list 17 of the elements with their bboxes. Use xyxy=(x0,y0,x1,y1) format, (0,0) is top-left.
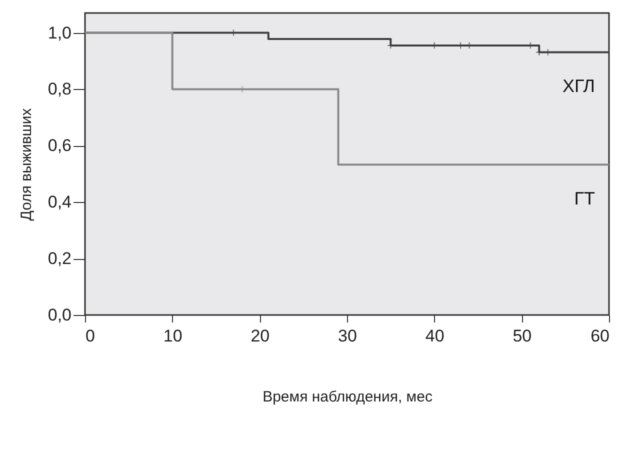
y-tick-label: 1,0 xyxy=(48,23,72,42)
y-tick-label: 0,0 xyxy=(48,306,72,324)
x-tick-label: 20 xyxy=(250,326,270,346)
x-tick-label: 60 xyxy=(590,326,610,346)
y-tick-label: 0,8 xyxy=(48,80,72,99)
x-tick-label: 30 xyxy=(338,326,357,346)
y-axis-title: Доля выживших xyxy=(18,108,35,221)
series-label: ХГЛ xyxy=(562,76,595,96)
x-tick-label: 40 xyxy=(425,326,444,346)
x-tick-label: 0 xyxy=(86,326,95,346)
x-tick-label: 10 xyxy=(163,326,182,346)
series-label: ГТ xyxy=(574,188,595,209)
x-tick-label: 50 xyxy=(512,326,532,346)
y-tick-label: 0,4 xyxy=(48,192,72,212)
y-tick-label: 0,2 xyxy=(48,249,72,268)
x-axis-title: Время наблюдения, мес xyxy=(262,388,433,406)
y-tick-label: 0,6 xyxy=(48,136,72,156)
